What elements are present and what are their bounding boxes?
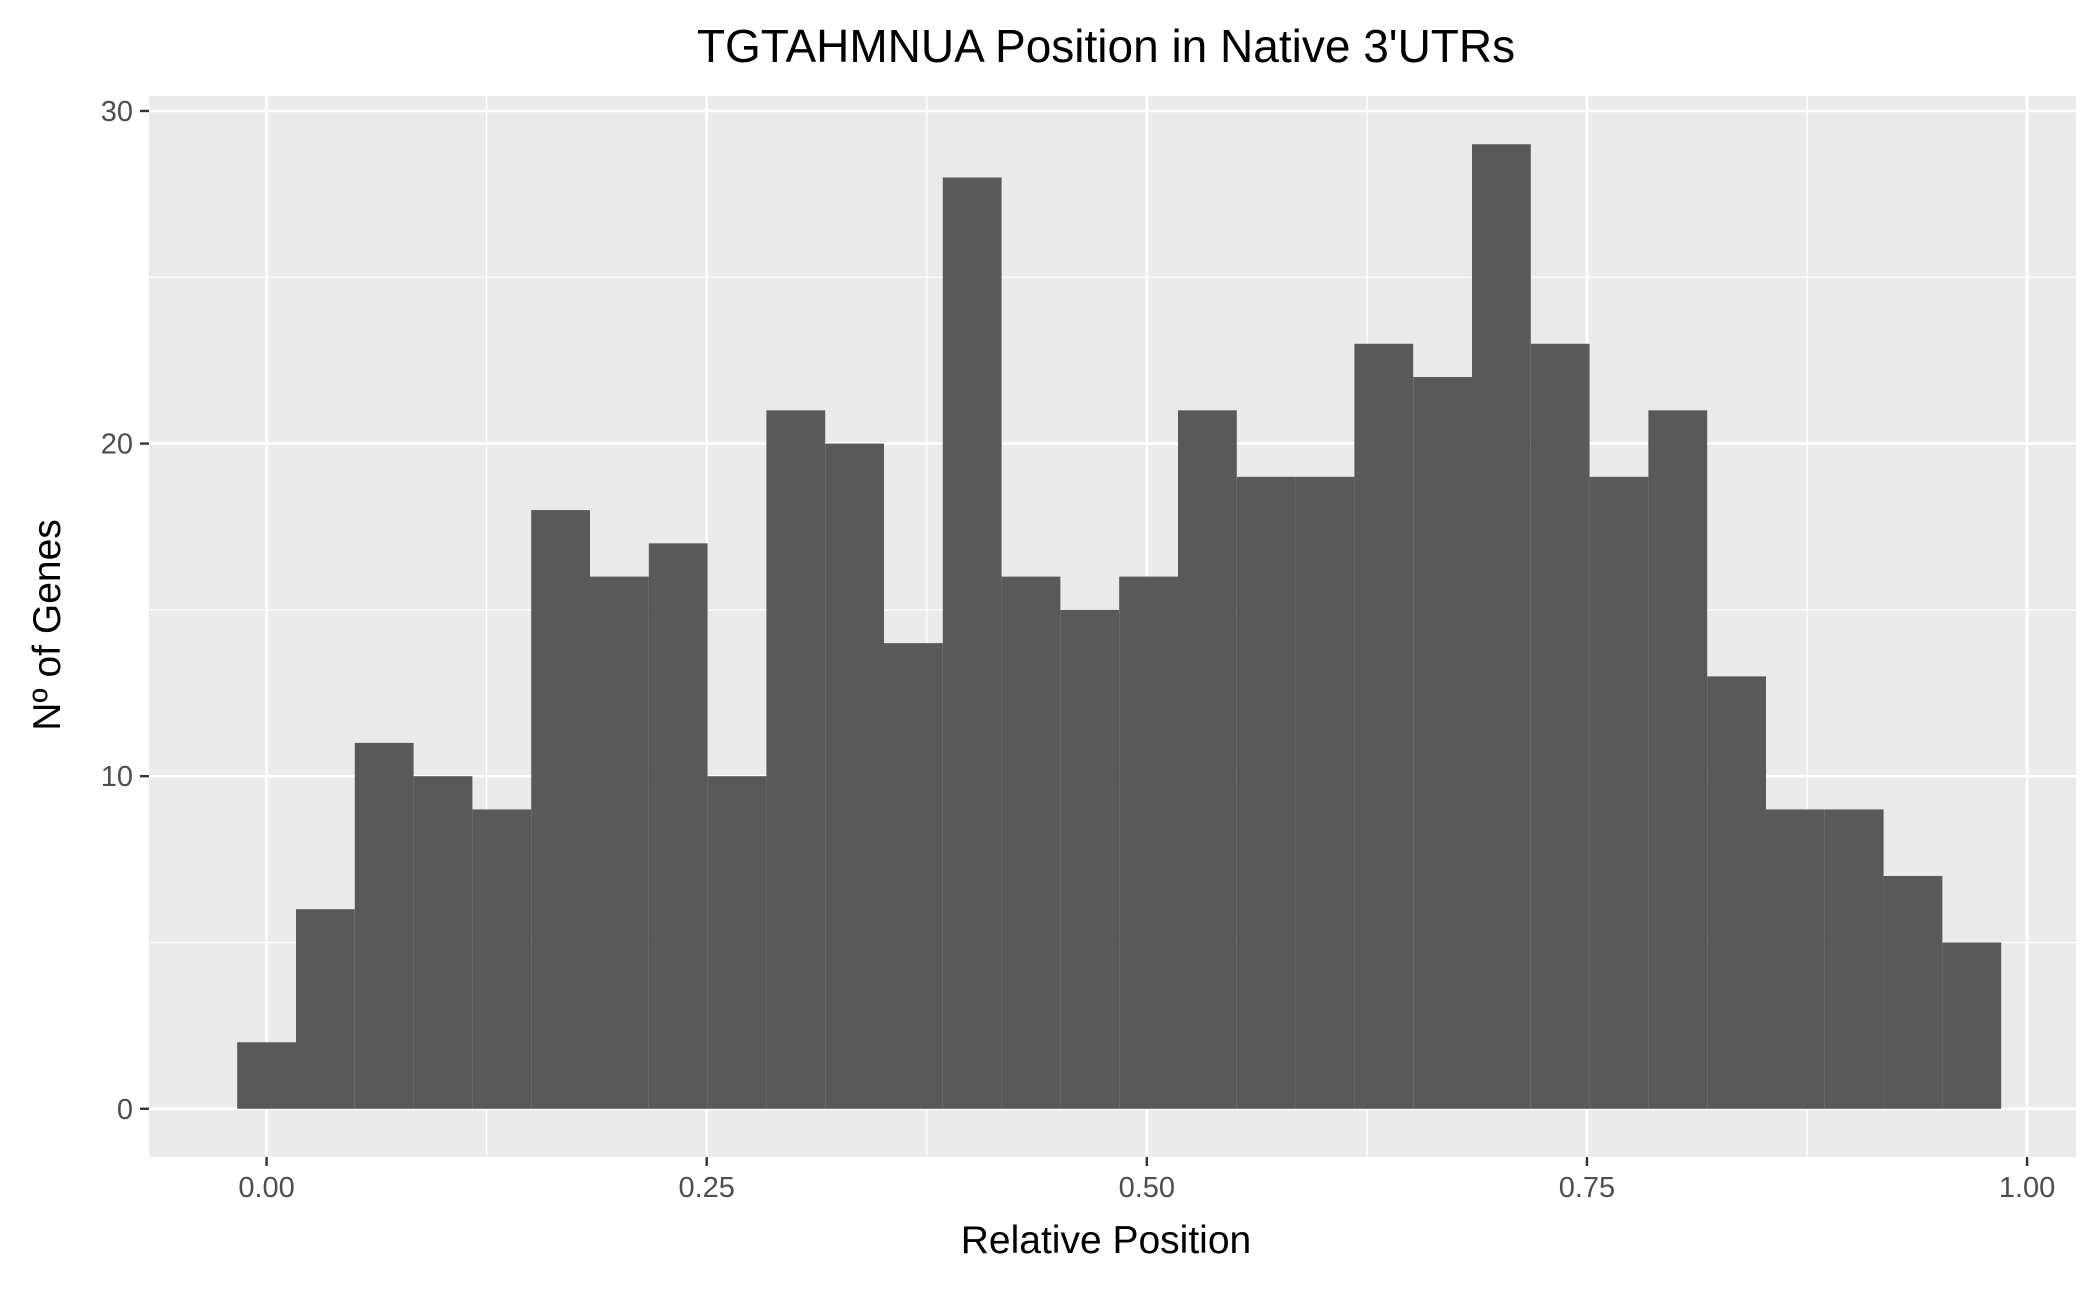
x-tick-label: 0.75 xyxy=(1559,1172,1615,1204)
y-tick-label: 10 xyxy=(101,761,133,793)
histogram-bar xyxy=(1824,809,1884,1109)
histogram-bar xyxy=(1236,476,1296,1109)
histogram-bar xyxy=(1530,343,1590,1109)
histogram-bar xyxy=(1707,676,1766,1109)
histogram-bar xyxy=(707,776,767,1109)
x-tick-label: 0.25 xyxy=(678,1172,734,1204)
histogram-bar xyxy=(1883,875,1943,1109)
histogram-bar xyxy=(1001,576,1061,1109)
histogram-bar xyxy=(1413,377,1472,1109)
histogram-bar xyxy=(1177,410,1237,1109)
y-axis: 0 10 20 30 xyxy=(101,96,149,1126)
histogram-bar xyxy=(295,909,355,1109)
histogram-bar xyxy=(1648,410,1708,1109)
y-tick-label: 20 xyxy=(101,429,133,461)
histogram-bar xyxy=(1060,609,1120,1109)
histogram-bar xyxy=(531,510,590,1109)
histogram-bar xyxy=(825,443,884,1109)
histogram-bar xyxy=(237,1042,296,1109)
histogram-bar xyxy=(1295,476,1355,1109)
histogram-bar xyxy=(1471,144,1531,1109)
histogram-bar xyxy=(766,410,826,1109)
histogram-bar xyxy=(589,576,649,1109)
x-tick-label: 0.50 xyxy=(1119,1172,1175,1204)
histogram-bar xyxy=(472,809,532,1109)
histogram-bar xyxy=(1942,942,2002,1109)
histogram-bar xyxy=(1119,576,1178,1109)
x-tick-label: 1.00 xyxy=(1999,1172,2055,1204)
histogram-bar xyxy=(1765,809,1825,1109)
x-axis-title: Relative Position xyxy=(961,1219,1251,1262)
histogram-bar xyxy=(1589,476,1649,1109)
histogram-bar xyxy=(1354,343,1414,1109)
histogram-bar xyxy=(648,543,708,1109)
histogram-bar xyxy=(883,643,943,1109)
x-tick-label: 0.00 xyxy=(238,1172,294,1204)
y-tick-label: 0 xyxy=(117,1094,133,1126)
bars xyxy=(237,144,2002,1109)
chart-title: TGTAHMNUA Position in Native 3'UTRs xyxy=(697,20,1515,72)
histogram-bar xyxy=(942,177,1002,1109)
y-axis-title: Nº of Genes xyxy=(26,519,69,731)
y-tick-label: 30 xyxy=(101,96,133,128)
histogram-bar xyxy=(413,776,473,1109)
x-axis: 0.00 0.25 0.50 0.75 1.00 xyxy=(238,1157,2055,1204)
histogram-bar xyxy=(354,742,414,1109)
